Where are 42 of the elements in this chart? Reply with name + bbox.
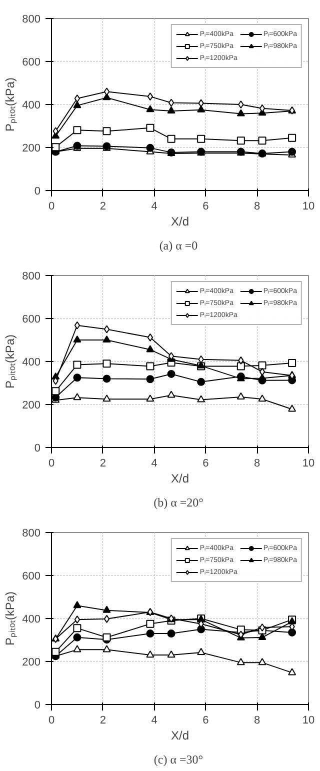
x-tick-label: 6 [202, 714, 209, 726]
y-axis-title: Pₚᵢₜₒₜ(kPa) [3, 334, 18, 389]
x-tick-label: 0 [48, 200, 55, 212]
x-tick-label: 10 [302, 714, 315, 726]
y-tick-label: 400 [22, 100, 41, 112]
x-tick-label: 6 [202, 458, 209, 470]
x-axis-title: X/d [170, 214, 190, 228]
x-tick-label: 2 [100, 714, 106, 726]
x-tick-label: 2 [100, 200, 106, 212]
x-tick-label: 4 [151, 714, 158, 726]
x-tick-label: 8 [254, 714, 260, 726]
y-axis-title: Pₚᵢₜₒₜ(kPa) [3, 591, 18, 646]
x-tick-label: 2 [100, 458, 106, 470]
x-tick-label: 4 [151, 458, 158, 470]
y-tick-label: 600 [22, 314, 41, 326]
text: (a) α =0 [159, 238, 198, 252]
text: (c) α =30° [154, 752, 204, 766]
x-axis-title: X/d [170, 728, 190, 742]
y-axis-title: Pₚᵢₜₒₜ(kPa) [3, 77, 18, 132]
y-tick-label: 600 [22, 570, 41, 582]
x-tick-label: 10 [302, 200, 315, 212]
y-tick-label: 800 [22, 528, 41, 540]
y-tick-label: 200 [22, 400, 41, 412]
x-tick-label: 0 [48, 458, 55, 470]
y-tick-label: 800 [22, 270, 41, 282]
x-tick-label: 4 [151, 200, 158, 212]
y-tick-label: 0 [34, 186, 41, 198]
y-tick-label: 800 [22, 14, 41, 26]
y-tick-label: 0 [34, 700, 41, 712]
x-tick-label: 0 [48, 714, 55, 726]
x-tick-label: 10 [302, 458, 315, 470]
x-axis-title: X/d [170, 472, 190, 486]
x-tick-label: 6 [202, 200, 209, 212]
y-tick-label: 0 [34, 442, 41, 454]
y-tick-label: 600 [22, 56, 41, 68]
x-tick-label: 8 [254, 458, 260, 470]
y-tick-label: 400 [22, 356, 41, 368]
x-tick-label: 8 [254, 200, 260, 212]
y-tick-label: 200 [22, 656, 41, 668]
text: (b) α =20° [154, 496, 204, 510]
y-tick-label: 200 [22, 142, 41, 154]
y-tick-label: 400 [22, 614, 41, 626]
